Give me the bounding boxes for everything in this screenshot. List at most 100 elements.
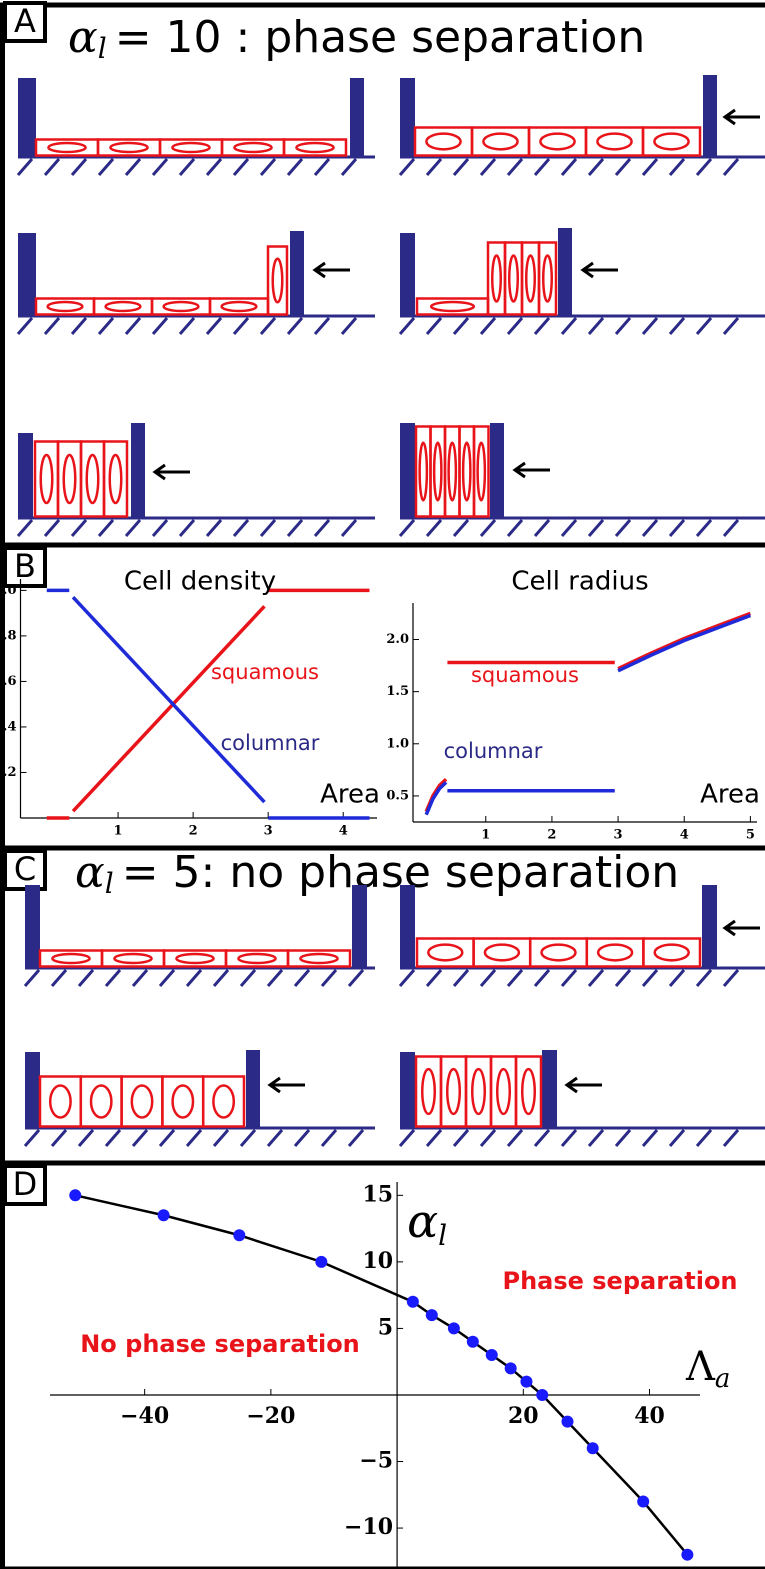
- hatch: [16, 519, 34, 537]
- hatch: [506, 519, 524, 537]
- hatch: [340, 519, 358, 537]
- y-tick-label: 1.0: [0, 583, 17, 598]
- hatch: [641, 317, 659, 335]
- nucleus: [471, 1067, 486, 1116]
- wall: [18, 78, 36, 157]
- nucleus: [653, 132, 690, 151]
- arrow-head: [722, 919, 736, 937]
- nucleus: [233, 141, 273, 154]
- hatch: [587, 317, 605, 335]
- hatch: [722, 158, 740, 176]
- wall: [290, 231, 304, 316]
- hatch: [587, 1129, 605, 1147]
- hatch: [695, 1129, 713, 1147]
- hatch: [124, 519, 142, 537]
- hatch: [506, 317, 524, 335]
- hatch: [23, 1129, 41, 1147]
- cell: [585, 937, 645, 968]
- nucleus: [429, 300, 476, 313]
- hatch: [560, 158, 578, 176]
- nucleus: [446, 1067, 461, 1116]
- nucleus: [299, 952, 339, 965]
- nucleus: [295, 141, 335, 154]
- hatch: [151, 158, 169, 176]
- annotation: No phase separation: [80, 1330, 360, 1358]
- chart-title: Cell radius: [511, 567, 648, 597]
- cell: [584, 126, 645, 157]
- y-tick-label: −5: [359, 1448, 393, 1474]
- x-tick-label: 5: [746, 828, 755, 843]
- cell: [413, 126, 474, 157]
- x-axis-label-symbol: Λ: [685, 1344, 716, 1390]
- hatch: [722, 1129, 740, 1147]
- hatch: [398, 519, 416, 537]
- wall: [702, 885, 717, 968]
- nucleus: [421, 1067, 436, 1116]
- hatch: [614, 519, 632, 537]
- y-tick-label: 1.5: [386, 684, 409, 699]
- hatch: [398, 1129, 416, 1147]
- series-line: [46, 588, 370, 820]
- x-tick-label: 2: [547, 828, 556, 843]
- title-symbol: α: [75, 847, 105, 898]
- cell: [514, 1055, 543, 1128]
- hatch: [313, 158, 331, 176]
- nucleus: [482, 132, 519, 151]
- hatch: [452, 1129, 470, 1147]
- hatch: [293, 969, 311, 987]
- hatch: [70, 158, 88, 176]
- wall: [246, 1050, 260, 1128]
- nucleus: [89, 1084, 113, 1119]
- cell: [161, 1075, 205, 1128]
- panel-label: B: [14, 547, 36, 585]
- hatch: [641, 519, 659, 537]
- nucleus: [46, 300, 84, 313]
- hatch: [347, 969, 365, 987]
- cell: [414, 1055, 443, 1128]
- marker: [637, 1495, 650, 1508]
- hatch: [97, 158, 115, 176]
- nucleus: [113, 952, 153, 965]
- hatch: [560, 969, 578, 987]
- hatch: [205, 519, 223, 537]
- hatch: [614, 158, 632, 176]
- wall: [703, 75, 717, 157]
- nucleus: [51, 952, 91, 965]
- nucleus: [162, 300, 200, 313]
- hatch: [695, 969, 713, 987]
- nucleus: [109, 141, 149, 154]
- hatch: [425, 1129, 443, 1147]
- hatch: [286, 317, 304, 335]
- y-tick-label: 0.6: [0, 674, 17, 689]
- hatch: [533, 158, 551, 176]
- wall: [400, 233, 415, 316]
- nucleus: [540, 943, 577, 962]
- series-label: columnar: [221, 731, 320, 755]
- marker: [520, 1375, 533, 1388]
- panel-label-box: [3, 1, 47, 43]
- panel-frame: [0, 542, 765, 851]
- hatch: [313, 519, 331, 537]
- x-axis-label: Area: [320, 780, 380, 810]
- hatch: [104, 969, 122, 987]
- hatch: [178, 158, 196, 176]
- x-tick-label: 40: [634, 1403, 665, 1429]
- panel-label: D: [13, 1165, 38, 1203]
- hatch: [668, 519, 686, 537]
- cell: [415, 937, 475, 968]
- marker: [485, 1349, 498, 1362]
- hatch: [425, 317, 443, 335]
- cell: [201, 1075, 246, 1128]
- hatch: [641, 158, 659, 176]
- hatch: [293, 1129, 311, 1147]
- nucleus: [427, 943, 464, 962]
- hatch: [16, 317, 34, 335]
- y-tick-label: −10: [344, 1514, 393, 1540]
- hatch: [533, 317, 551, 335]
- x-tick-label: 20: [508, 1403, 539, 1429]
- wall: [18, 433, 33, 518]
- x-tick-label: 3: [264, 824, 273, 839]
- hatch: [641, 969, 659, 987]
- hatch: [286, 158, 304, 176]
- hatch: [641, 1129, 659, 1147]
